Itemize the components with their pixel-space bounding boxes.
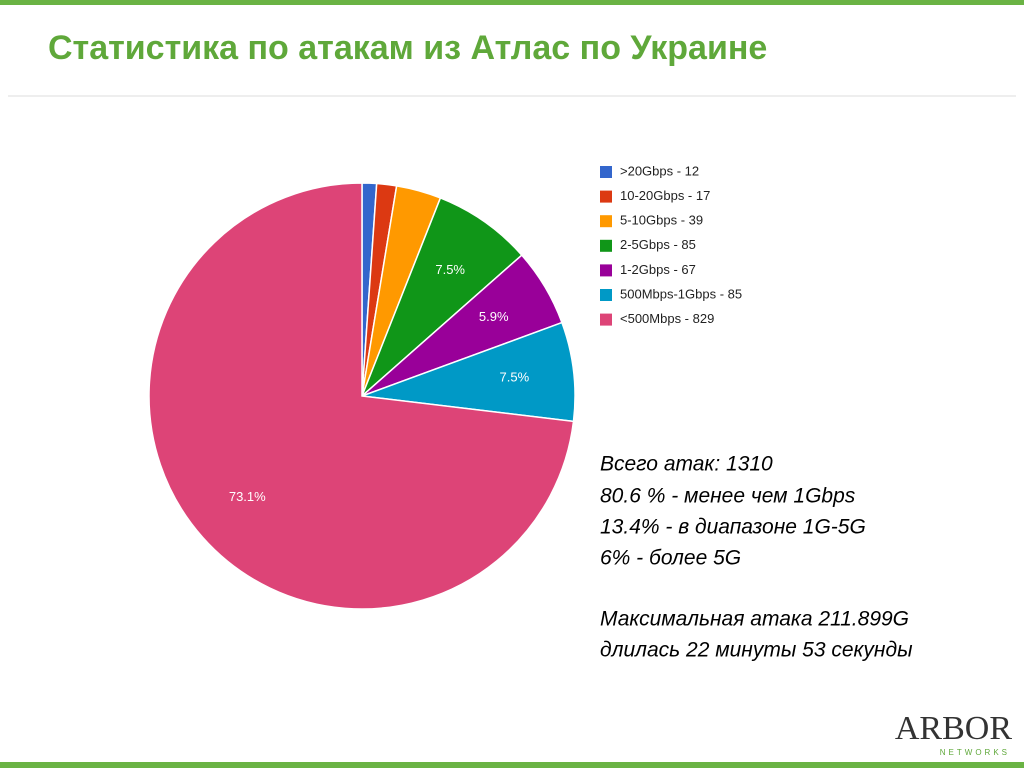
pie-slice [361, 321, 576, 423]
note-line: 6% - более 5G [600, 547, 741, 570]
legend-swatch [600, 289, 612, 301]
legend-label: 5-10Gbps - 39 [620, 213, 703, 228]
slice-label: 5.9% [479, 309, 509, 324]
legend-swatch [600, 313, 612, 326]
legend-swatch [600, 239, 612, 252]
legend-label: 10-20Gbps - 17 [620, 188, 710, 203]
legend-label: >20Gbps - 12 [620, 163, 699, 178]
legend-swatch [600, 166, 612, 178]
note-line: 13.4% - в диапазоне 1G-5G [600, 516, 866, 539]
note-line: длилась 22 минуты 53 секунды [600, 639, 913, 662]
slice-label: 7.5% [435, 262, 465, 277]
slide-title: Статистика по атакам из Атлас по Украине [48, 29, 767, 67]
slice-label: 73.1% [229, 489, 266, 504]
note-line: Всего атак: 1310 [600, 453, 773, 476]
legend-swatch [600, 215, 612, 228]
bottom-bar [0, 762, 1024, 768]
logo-sub: NETWORKS [940, 748, 1010, 757]
top-bar [0, 0, 1024, 5]
logo: ARBOR [895, 710, 1012, 747]
note-line: 80.6 % - менее чем 1Gbps [600, 485, 856, 508]
legend-label: 1-2Gbps - 67 [620, 262, 696, 277]
legend-label: 500Mbps-1Gbps - 85 [620, 286, 742, 301]
slice-label: 7.5% [500, 370, 530, 385]
legend-label: <500Mbps - 829 [620, 311, 714, 326]
legend-swatch [600, 190, 612, 203]
pie-slice [148, 182, 575, 610]
legend-label: 2-5Gbps - 85 [620, 237, 696, 252]
note-line: Максимальная атака 211.899G [600, 608, 909, 631]
legend-swatch [600, 264, 612, 277]
pie-slice [361, 196, 523, 397]
